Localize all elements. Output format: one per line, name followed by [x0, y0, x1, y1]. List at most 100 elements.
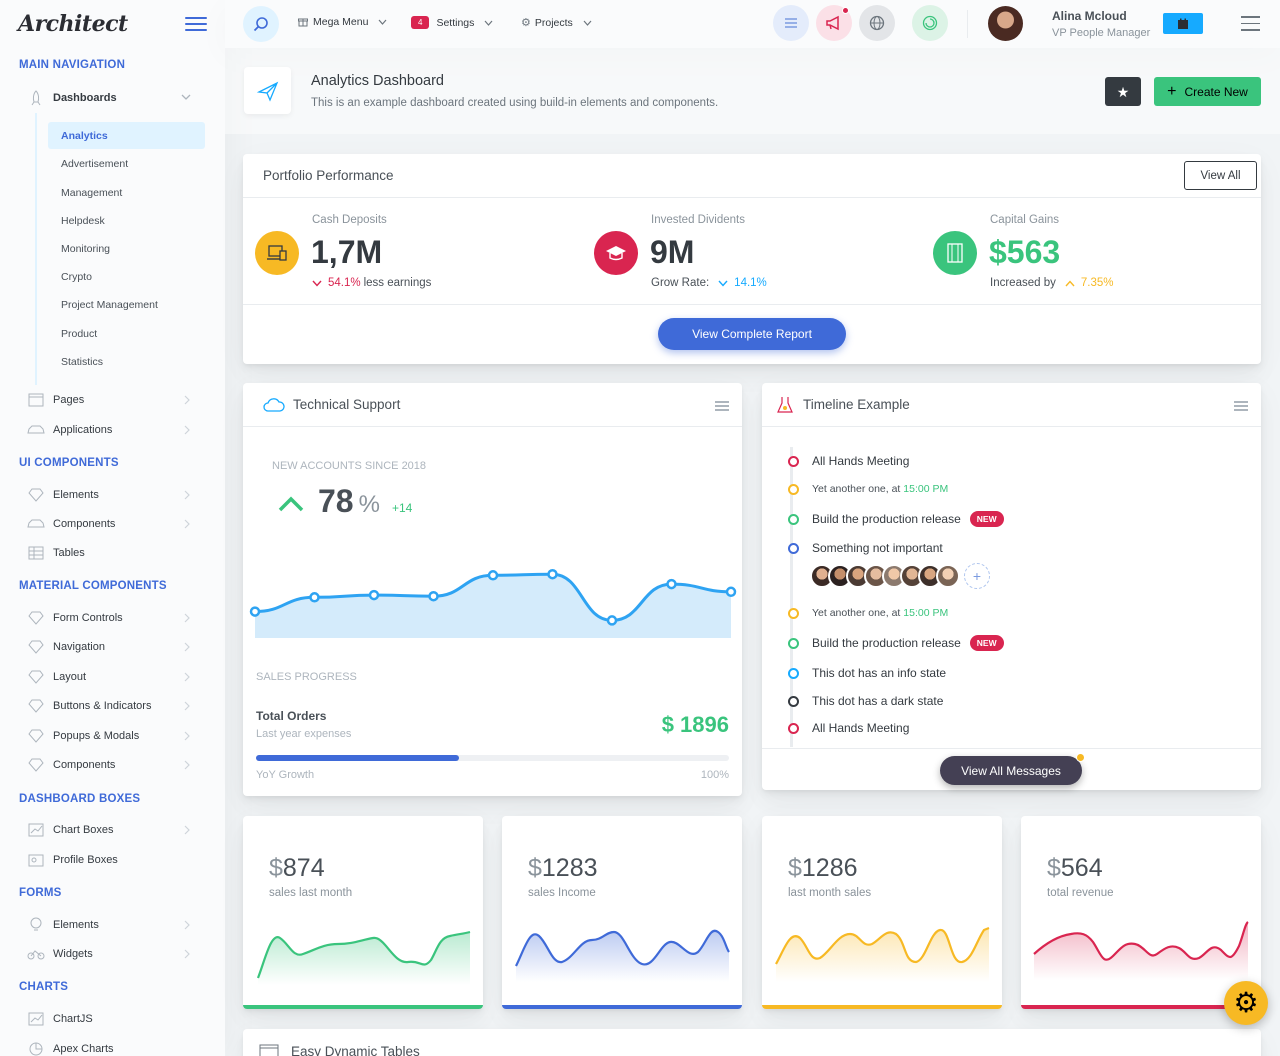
timeline-item: All Hands Meeting: [788, 721, 909, 735]
chart-point[interactable]: [249, 606, 261, 617]
sidebar-item-apex-charts[interactable]: Apex Charts: [27, 1037, 197, 1056]
lightbulb-icon: [27, 916, 45, 934]
chart-point[interactable]: [666, 578, 677, 590]
sidebar-subitem-advertisement[interactable]: Advertisement: [61, 157, 129, 170]
sidebar-item-label: Chart Boxes: [53, 824, 114, 836]
sidebar-subitem-statistics[interactable]: Statistics: [61, 355, 104, 368]
mega-menu-button[interactable]: Mega Menu: [298, 16, 387, 28]
timeline-text: Yet another one, at: [812, 483, 904, 495]
sidebar-toggle-icon[interactable]: [185, 13, 207, 35]
timeline-dot: [788, 542, 799, 554]
sidebar-item-applications[interactable]: Applications: [27, 418, 197, 442]
stat-value: 1,7M: [311, 234, 383, 270]
stat-label: Invested Dividents: [651, 214, 745, 226]
pie-icon: [27, 1040, 45, 1056]
sidebar-item-label: Apex Charts: [53, 1043, 114, 1055]
view-all-button[interactable]: View All: [1184, 161, 1257, 190]
theme-settings-button[interactable]: ⚙: [1224, 981, 1268, 1025]
timeline-card: Timeline Example All Hands Meeting Yet a…: [762, 383, 1261, 790]
page-icon-box: [244, 67, 291, 114]
sidebar-subitem-helpdesk[interactable]: Helpdesk: [61, 214, 105, 227]
sidebar-subitem-management[interactable]: Management: [61, 186, 123, 199]
diamond-icon: [27, 668, 45, 686]
timeline-text: All Hands Meeting: [812, 721, 910, 735]
accounts-value-row: 78 % +14: [278, 483, 412, 520]
menu-icon[interactable]: [1241, 16, 1260, 31]
favorite-button[interactable]: ★: [1105, 77, 1141, 106]
dollar-sign: $: [528, 854, 542, 882]
orders-value: $ 1896: [661, 712, 729, 737]
activity-button[interactable]: [912, 5, 948, 41]
sidebar-item-form-elements[interactable]: Elements: [27, 913, 197, 937]
avatar[interactable]: [936, 564, 960, 588]
sidebar-subitem-product[interactable]: Product: [61, 327, 98, 340]
sidebar-item-navigation[interactable]: Navigation: [27, 635, 197, 659]
timeline-text: This dot has a dark state: [812, 694, 944, 708]
mini-stat-label: last month sales: [788, 887, 872, 899]
sidebar-item-popups-modals[interactable]: Popups & Modals: [27, 724, 197, 748]
mini-stat-number: 1283: [541, 854, 598, 882]
browser-icon: [259, 1043, 279, 1056]
notifications-button[interactable]: [816, 5, 852, 41]
create-new-button[interactable]: + Create New: [1154, 77, 1261, 106]
search-button[interactable]: [243, 6, 279, 42]
menu-lines-icon[interactable]: [715, 401, 729, 411]
chart-point[interactable]: [428, 590, 439, 602]
sidebar-item-buttons-indicators[interactable]: Buttons & Indicators: [27, 694, 197, 718]
menu-lines-icon[interactable]: [1234, 401, 1248, 411]
projects-button[interactable]: ⚙ Projects: [521, 16, 592, 29]
stat-inc-label: Increased by: [990, 277, 1056, 289]
chevron-right-icon: [183, 920, 191, 930]
submenu-line: [35, 113, 37, 385]
page-title-bar: Analytics Dashboard This is an example d…: [225, 48, 1280, 134]
timeline-dot: [788, 513, 799, 525]
chart-point[interactable]: [547, 568, 558, 580]
sidebar-item-widgets[interactable]: Widgets: [27, 942, 197, 966]
add-avatar-button[interactable]: +: [964, 563, 990, 589]
sidebar-item-chartjs[interactable]: ChartJS: [27, 1007, 197, 1031]
sidebar-item-dashboards[interactable]: Dashboards: [27, 86, 197, 110]
sidebar-item-label: Buttons & Indicators: [53, 700, 152, 712]
sidebar-subitem-analytics[interactable]: Analytics: [48, 122, 205, 149]
sidebar-item-elements[interactable]: Elements: [27, 483, 197, 507]
section-charts: Charts: [19, 981, 69, 993]
chart-icon: [27, 821, 45, 839]
sidebar-item-components[interactable]: Components: [27, 512, 197, 536]
sidebar-item-chart-boxes[interactable]: Chart Boxes: [27, 818, 197, 842]
sidebar-subitem-monitoring[interactable]: Monitoring: [61, 242, 111, 255]
view-all-messages-button[interactable]: View All Messages: [940, 753, 1085, 785]
diamond-icon: [27, 727, 45, 745]
sidebar-subitem-crypto[interactable]: Crypto: [61, 270, 92, 283]
chart-point[interactable]: [487, 570, 499, 581]
chart-point[interactable]: [309, 592, 320, 603]
table-icon: [27, 544, 45, 562]
chart-point[interactable]: [606, 615, 618, 626]
mini-stat-bar: [762, 1005, 1002, 1009]
avatar[interactable]: [988, 6, 1023, 41]
chart-point[interactable]: [725, 586, 737, 598]
section-dashboard-boxes: Dashboard Boxes: [19, 793, 141, 805]
sidebar-item-pages[interactable]: Pages: [27, 388, 197, 412]
settings-button[interactable]: 4 Settings: [411, 16, 493, 29]
growth-pct: 100%: [700, 769, 729, 781]
gift-icon: [298, 17, 308, 27]
technical-support-title: Technical Support: [293, 397, 401, 412]
sidebar-item-profile-boxes[interactable]: Profile Boxes: [27, 848, 197, 872]
sidebar-subitem-project-management[interactable]: Project Management: [61, 298, 158, 311]
sparkline-chart: [256, 930, 471, 985]
timeline-item: All Hands Meeting: [788, 454, 909, 468]
app-logo[interactable]: Architect: [18, 11, 128, 37]
sidebar-item-layout[interactable]: Layout: [27, 665, 197, 689]
sidebar-item-tables[interactable]: Tables: [27, 541, 197, 565]
calendar-button[interactable]: [1163, 13, 1203, 34]
language-button[interactable]: [859, 5, 895, 41]
sidebar-item-form-controls[interactable]: Form Controls: [27, 606, 197, 630]
sidebar-item-material-components[interactable]: Components: [27, 753, 197, 777]
sidebar-item-label: Layout: [53, 671, 87, 683]
accounts-delta: +14: [391, 501, 413, 515]
tables-header: Easy Dynamic Tables: [259, 1043, 420, 1056]
sidebar-item-label: Elements: [53, 489, 99, 501]
view-complete-report-button[interactable]: View Complete Report: [658, 318, 846, 350]
grid-button[interactable]: [773, 5, 809, 41]
chart-point[interactable]: [368, 589, 380, 601]
